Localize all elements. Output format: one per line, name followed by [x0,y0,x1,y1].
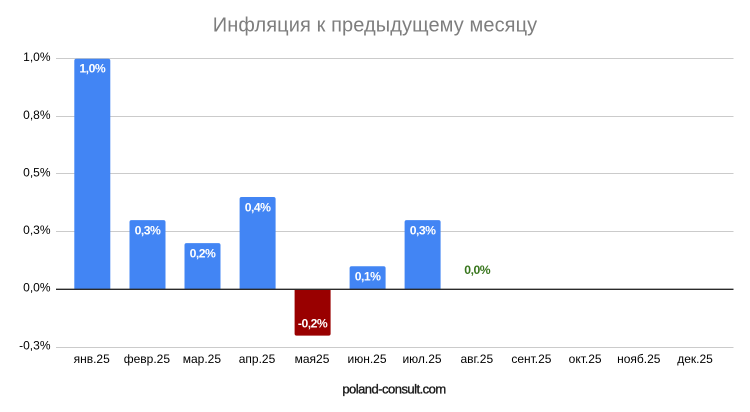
svg-text:0,2%: 0,2% [190,247,216,261]
svg-text:0,3%: 0,3% [23,223,51,237]
svg-text:мая25: мая25 [295,352,330,366]
svg-text:1,0%: 1,0% [79,62,105,76]
svg-text:-0,3%: -0,3% [19,339,51,353]
svg-text:февр.25: февр.25 [124,352,171,366]
svg-text:окт.25: окт.25 [569,352,602,366]
svg-text:Инфляция к предыдущему месяцу: Инфляция к предыдущему месяцу [213,14,538,36]
svg-text:апр.25: апр.25 [239,352,276,366]
svg-text:1,0%: 1,0% [23,50,51,64]
svg-text:0,0%: 0,0% [464,263,490,277]
svg-text:мар.25: мар.25 [183,352,222,366]
svg-text:июл.25: июл.25 [402,352,441,366]
svg-text:дек.25: дек.25 [677,352,713,366]
svg-text:нояб.25: нояб.25 [617,352,661,366]
svg-text:0,8%: 0,8% [23,108,51,122]
svg-text:0,3%: 0,3% [135,224,161,238]
svg-text:-0,2%: -0,2% [298,317,328,331]
svg-text:сент.25: сент.25 [511,352,551,366]
svg-text:июн.25: июн.25 [347,352,386,366]
svg-text:0,4%: 0,4% [245,201,271,215]
svg-text:янв.25: янв.25 [74,352,111,366]
svg-text:0,1%: 0,1% [355,270,381,284]
svg-text:poland-consult.com: poland-consult.com [342,381,445,396]
svg-text:0,3%: 0,3% [410,224,436,238]
svg-text:0,0%: 0,0% [23,281,51,295]
svg-text:0,5%: 0,5% [23,166,51,180]
svg-text:авг.25: авг.25 [460,352,493,366]
